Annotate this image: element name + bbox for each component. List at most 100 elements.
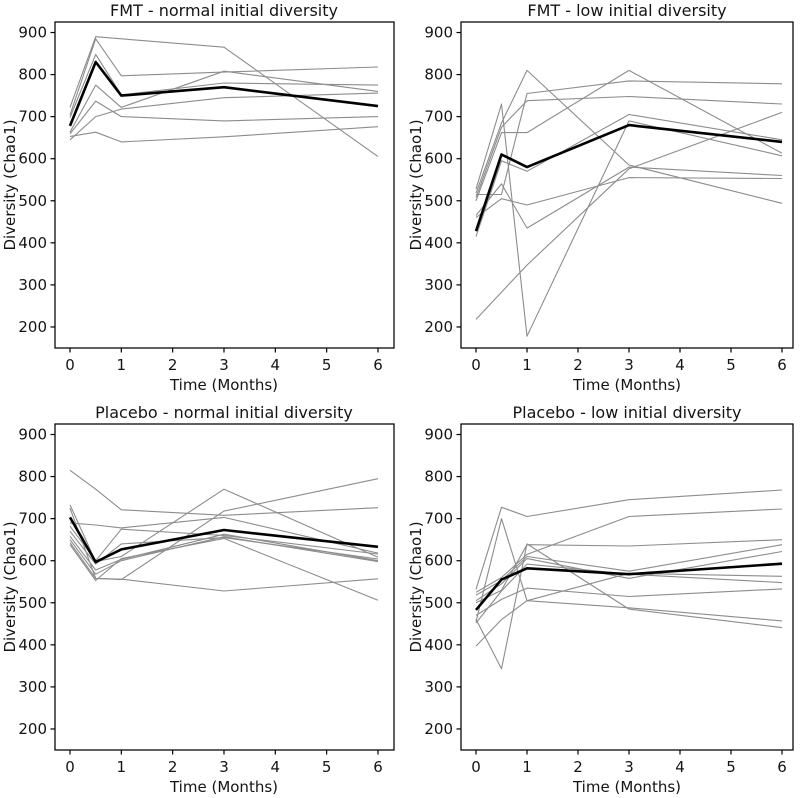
subplot-title: Placebo - low initial diversity — [513, 403, 742, 422]
y-tick-label: 600 — [18, 150, 47, 168]
y-tick-label: 200 — [424, 720, 453, 738]
x-axis-label: Time (Months) — [572, 778, 681, 796]
y-tick-label: 200 — [18, 720, 47, 738]
mean-line — [474, 123, 783, 232]
subplot-fmt-low: FMT - low initial diversity Diversity (C… — [407, 1, 794, 394]
subject-line — [475, 177, 783, 219]
subject-line — [69, 70, 379, 133]
y-tick-label: 600 — [424, 150, 453, 168]
subject-line — [69, 36, 379, 158]
subject-line — [475, 543, 783, 670]
plot-border — [460, 423, 794, 751]
subject-line — [475, 166, 783, 229]
subject-line — [475, 69, 783, 201]
subplot-title: FMT - normal initial diversity — [110, 1, 338, 20]
mean-line — [475, 562, 783, 611]
y-tick-label: 800 — [18, 66, 47, 84]
y-tick-label: 900 — [18, 24, 47, 42]
y-axis-label: Diversity (Chao1) — [1, 521, 19, 652]
y-tick-label: 500 — [18, 192, 47, 210]
x-tick-label: 2 — [168, 758, 178, 776]
subject-line — [475, 103, 783, 337]
y-tick-label: 800 — [18, 468, 47, 486]
subplot-title: FMT - low initial diversity — [527, 1, 726, 20]
subject-line — [475, 95, 783, 198]
x-tick-label: 5 — [726, 758, 736, 776]
x-tick-label: 1 — [117, 758, 127, 776]
mean-line — [68, 60, 379, 127]
y-tick-label: 800 — [424, 468, 453, 486]
y-tick-label: 500 — [18, 594, 47, 612]
subject-line — [475, 113, 783, 237]
x-tick-label: 4 — [271, 356, 281, 374]
y-tick-label: 900 — [424, 24, 453, 42]
y-tick-label: 400 — [424, 234, 453, 252]
subject-line — [69, 537, 379, 601]
subplot-title: Placebo - normal initial diversity — [95, 403, 353, 422]
plot-area: 200 300 400 500 600 700 800 900 0 1 2 3 4 5 6 — [424, 21, 794, 374]
x-tick-label: 5 — [322, 356, 332, 374]
subject-line — [69, 516, 379, 554]
subject-line — [69, 533, 379, 571]
y-tick-label: 200 — [18, 318, 47, 336]
x-tick-label: 1 — [522, 356, 532, 374]
subject-line — [475, 508, 783, 593]
x-tick-label: 0 — [471, 758, 481, 776]
plot-border — [54, 423, 395, 751]
x-tick-label: 4 — [675, 356, 685, 374]
x-axis-label: Time (Months) — [169, 778, 278, 796]
subject-line — [69, 525, 379, 562]
subject-line — [69, 126, 379, 143]
subject-line — [69, 92, 379, 141]
x-tick-label: 1 — [117, 356, 127, 374]
x-tick-label: 2 — [573, 356, 583, 374]
subject-line — [475, 587, 783, 616]
x-axis-label: Time (Months) — [169, 376, 278, 394]
x-tick-label: 4 — [271, 758, 281, 776]
x-tick-label: 6 — [777, 356, 787, 374]
subject-line — [475, 111, 783, 320]
y-tick-label: 200 — [424, 318, 453, 336]
y-tick-label: 700 — [424, 108, 453, 126]
y-tick-label: 400 — [18, 234, 47, 252]
subplot-fmt-normal: FMT - normal initial diversity Diversity… — [1, 1, 395, 394]
y-tick-label: 700 — [18, 108, 47, 126]
y-tick-label: 500 — [424, 594, 453, 612]
y-tick-label: 300 — [18, 276, 47, 294]
subject-line — [475, 563, 783, 624]
x-tick-label: 0 — [65, 758, 75, 776]
x-tick-label: 2 — [573, 758, 583, 776]
x-tick-label: 3 — [624, 356, 634, 374]
y-tick-label: 300 — [424, 276, 453, 294]
x-tick-label: 3 — [219, 758, 229, 776]
x-tick-label: 2 — [168, 356, 178, 374]
x-tick-label: 5 — [322, 758, 332, 776]
subject-line — [69, 536, 379, 575]
y-tick-label: 700 — [18, 510, 47, 528]
y-axis-label: Diversity (Chao1) — [407, 119, 425, 250]
x-axis-label: Time (Months) — [572, 376, 681, 394]
subject-line — [69, 542, 379, 592]
x-tick-label: 5 — [726, 356, 736, 374]
x-tick-label: 4 — [675, 758, 685, 776]
y-tick-label: 900 — [424, 426, 453, 444]
plot-area: 200 300 400 500 600 700 800 900 0 1 2 3 4 5 6 — [18, 21, 395, 374]
y-tick-label: 300 — [424, 678, 453, 696]
mean-line — [68, 516, 379, 564]
x-tick-label: 6 — [373, 356, 383, 374]
plot-border — [460, 21, 794, 349]
subject-line — [69, 100, 379, 135]
y-tick-label: 700 — [424, 510, 453, 528]
subject-line — [69, 469, 379, 516]
y-axis-label: Diversity (Chao1) — [1, 119, 19, 250]
plot-area: 200 300 400 500 600 700 800 900 0 1 2 3 4 5 6 — [424, 423, 794, 776]
y-tick-label: 400 — [18, 636, 47, 654]
y-tick-label: 400 — [424, 636, 453, 654]
x-tick-label: 0 — [471, 356, 481, 374]
x-tick-label: 1 — [522, 758, 532, 776]
x-tick-label: 6 — [373, 758, 383, 776]
y-tick-label: 300 — [18, 678, 47, 696]
subject-line — [69, 488, 379, 563]
y-tick-label: 500 — [424, 192, 453, 210]
